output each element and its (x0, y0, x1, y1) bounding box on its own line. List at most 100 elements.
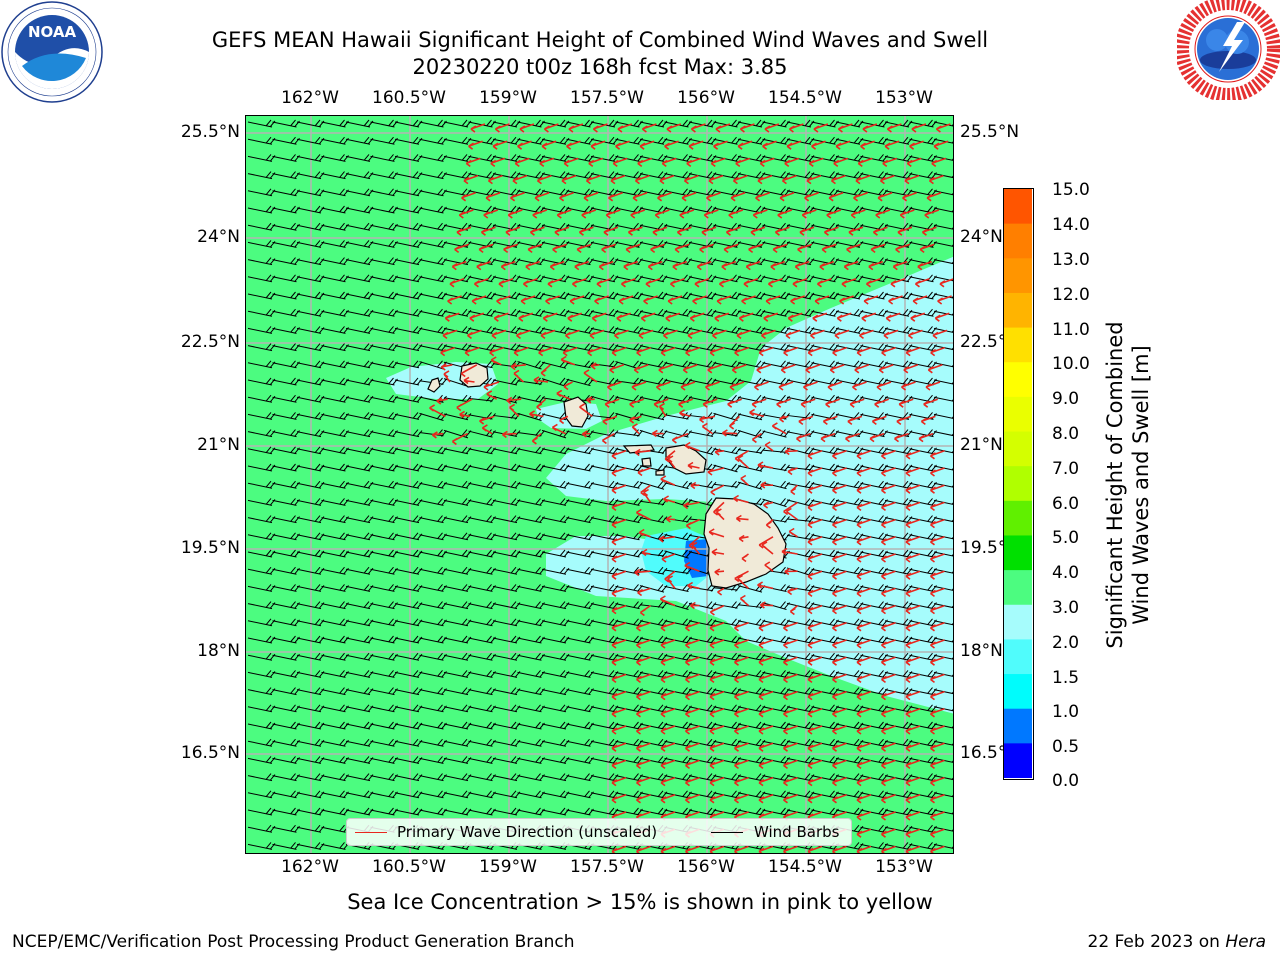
wave-direction-arrow (610, 174, 626, 185)
wave-direction-arrow (636, 656, 651, 666)
wave-direction-arrow (807, 845, 823, 853)
wave-direction-arrow (841, 278, 857, 288)
wind-barb (933, 259, 953, 265)
wave-direction-arrow (461, 192, 476, 202)
wave-direction-arrow (611, 604, 627, 615)
wind-barb (933, 706, 953, 712)
wave-direction-arrow (692, 295, 707, 305)
wave-direction-arrow (751, 398, 767, 408)
wave-direction-arrow (735, 514, 749, 523)
wave-direction-arrow (870, 243, 886, 254)
wave-direction-arrow (807, 639, 823, 649)
wave-direction-arrow (783, 845, 798, 853)
wave-direction-arrow (639, 604, 651, 617)
wave-direction-arrow (637, 467, 651, 477)
wave-direction-arrow (829, 364, 845, 374)
wave-direction-arrow (734, 794, 749, 804)
wave-direction-arrow (882, 157, 898, 168)
wave-direction-arrow (832, 536, 847, 546)
lon-label-top: 157.5°W (570, 88, 644, 108)
wave-direction-arrow (583, 192, 599, 202)
wave-direction-arrow (631, 423, 640, 435)
colorbar-swatch (1004, 223, 1032, 259)
wave-direction-arrow (856, 501, 872, 512)
wave-direction-arrow (459, 410, 470, 419)
wave-direction-arrow (758, 708, 774, 718)
wind-barb (933, 654, 953, 660)
wave-direction-arrow (788, 527, 798, 538)
molokai-island (622, 444, 655, 454)
wind-barb (517, 394, 545, 403)
wave-direction-arrow (611, 553, 627, 563)
wave-direction-arrow (588, 157, 604, 168)
wave-direction-arrow (725, 226, 741, 236)
wind-barb (933, 603, 953, 609)
wave-direction-arrow (905, 501, 921, 512)
wave-direction-arrow (554, 226, 570, 236)
wave-direction-arrow (923, 398, 938, 408)
wave-direction-arrow (807, 794, 823, 804)
lat-label-right: 25.5°N (960, 122, 1020, 142)
wave-direction-arrow (905, 759, 921, 770)
wave-direction-arrow (707, 467, 725, 476)
wave-direction-arrow (757, 174, 773, 185)
wave-direction-arrow (636, 346, 651, 357)
wave-direction-arrow (637, 587, 651, 597)
wave-direction-arrow (709, 725, 725, 735)
wave-direction-arrow (468, 140, 483, 150)
wave-direction-arrow (881, 742, 896, 752)
wave-direction-arrow (674, 243, 690, 254)
wave-direction-arrow (685, 518, 700, 530)
wave-direction-arrow (885, 312, 901, 322)
title-line-1: GEFS MEAN Hawaii Significant Height of C… (211, 28, 989, 52)
wave-direction-arrow (758, 742, 774, 752)
wave-direction-arrow (734, 742, 749, 752)
wave-direction-arrow (449, 278, 465, 288)
wave-direction-arrow (848, 226, 864, 236)
wave-direction-arrow (679, 209, 695, 219)
wave-direction-arrow (460, 364, 478, 378)
wave-direction-arrow (783, 346, 798, 357)
wave-direction-arrow (632, 192, 648, 202)
wave-direction-arrow (934, 312, 950, 322)
wave-direction-arrow (500, 260, 516, 271)
wave-direction-arrow (608, 192, 623, 202)
wave-direction-arrow (512, 174, 528, 185)
wave-direction-arrow (912, 295, 928, 305)
wave-direction-arrow (729, 415, 740, 430)
wave-direction-arrow (806, 174, 822, 185)
wave-direction-arrow (685, 794, 700, 804)
wave-direction-arrow (536, 174, 552, 185)
wave-direction-arrow (856, 845, 872, 853)
wave-direction-arrow (510, 192, 525, 202)
wave-direction-arrow (660, 475, 676, 486)
wave-direction-arrow (881, 553, 896, 563)
lon-label-top: 153°W (875, 88, 933, 108)
wave-direction-arrow (636, 742, 651, 752)
wave-direction-arrow (881, 794, 896, 804)
lon-label-bottom: 162°W (281, 857, 339, 877)
wave-direction-arrow (685, 690, 700, 701)
wave-direction-arrow (685, 742, 700, 752)
wave-direction-arrow (937, 295, 952, 305)
wave-direction-arrow (904, 174, 920, 185)
wave-direction-arrow (875, 209, 891, 219)
wave-direction-arrow (881, 570, 896, 580)
wave-direction-arrow (717, 587, 725, 596)
wave-direction-arrow (686, 157, 702, 168)
wave-direction-arrow (513, 346, 529, 357)
wave-direction-arrow (659, 595, 676, 607)
wave-direction-arrow (826, 209, 842, 219)
wave-direction-arrow (837, 123, 853, 133)
wave-direction-arrow (832, 570, 847, 580)
wave-direction-arrow (807, 587, 823, 598)
wave-direction-arrow (856, 553, 872, 563)
wave-direction-arrow (501, 430, 517, 439)
wave-direction-arrow (764, 123, 780, 133)
wave-direction-arrow (930, 518, 945, 529)
wave-direction-arrow (602, 415, 618, 426)
wave-direction-arrow (616, 312, 632, 322)
wave-direction-arrow (896, 415, 912, 426)
wave-direction-arrow (758, 794, 774, 804)
wind-barb (933, 173, 953, 179)
